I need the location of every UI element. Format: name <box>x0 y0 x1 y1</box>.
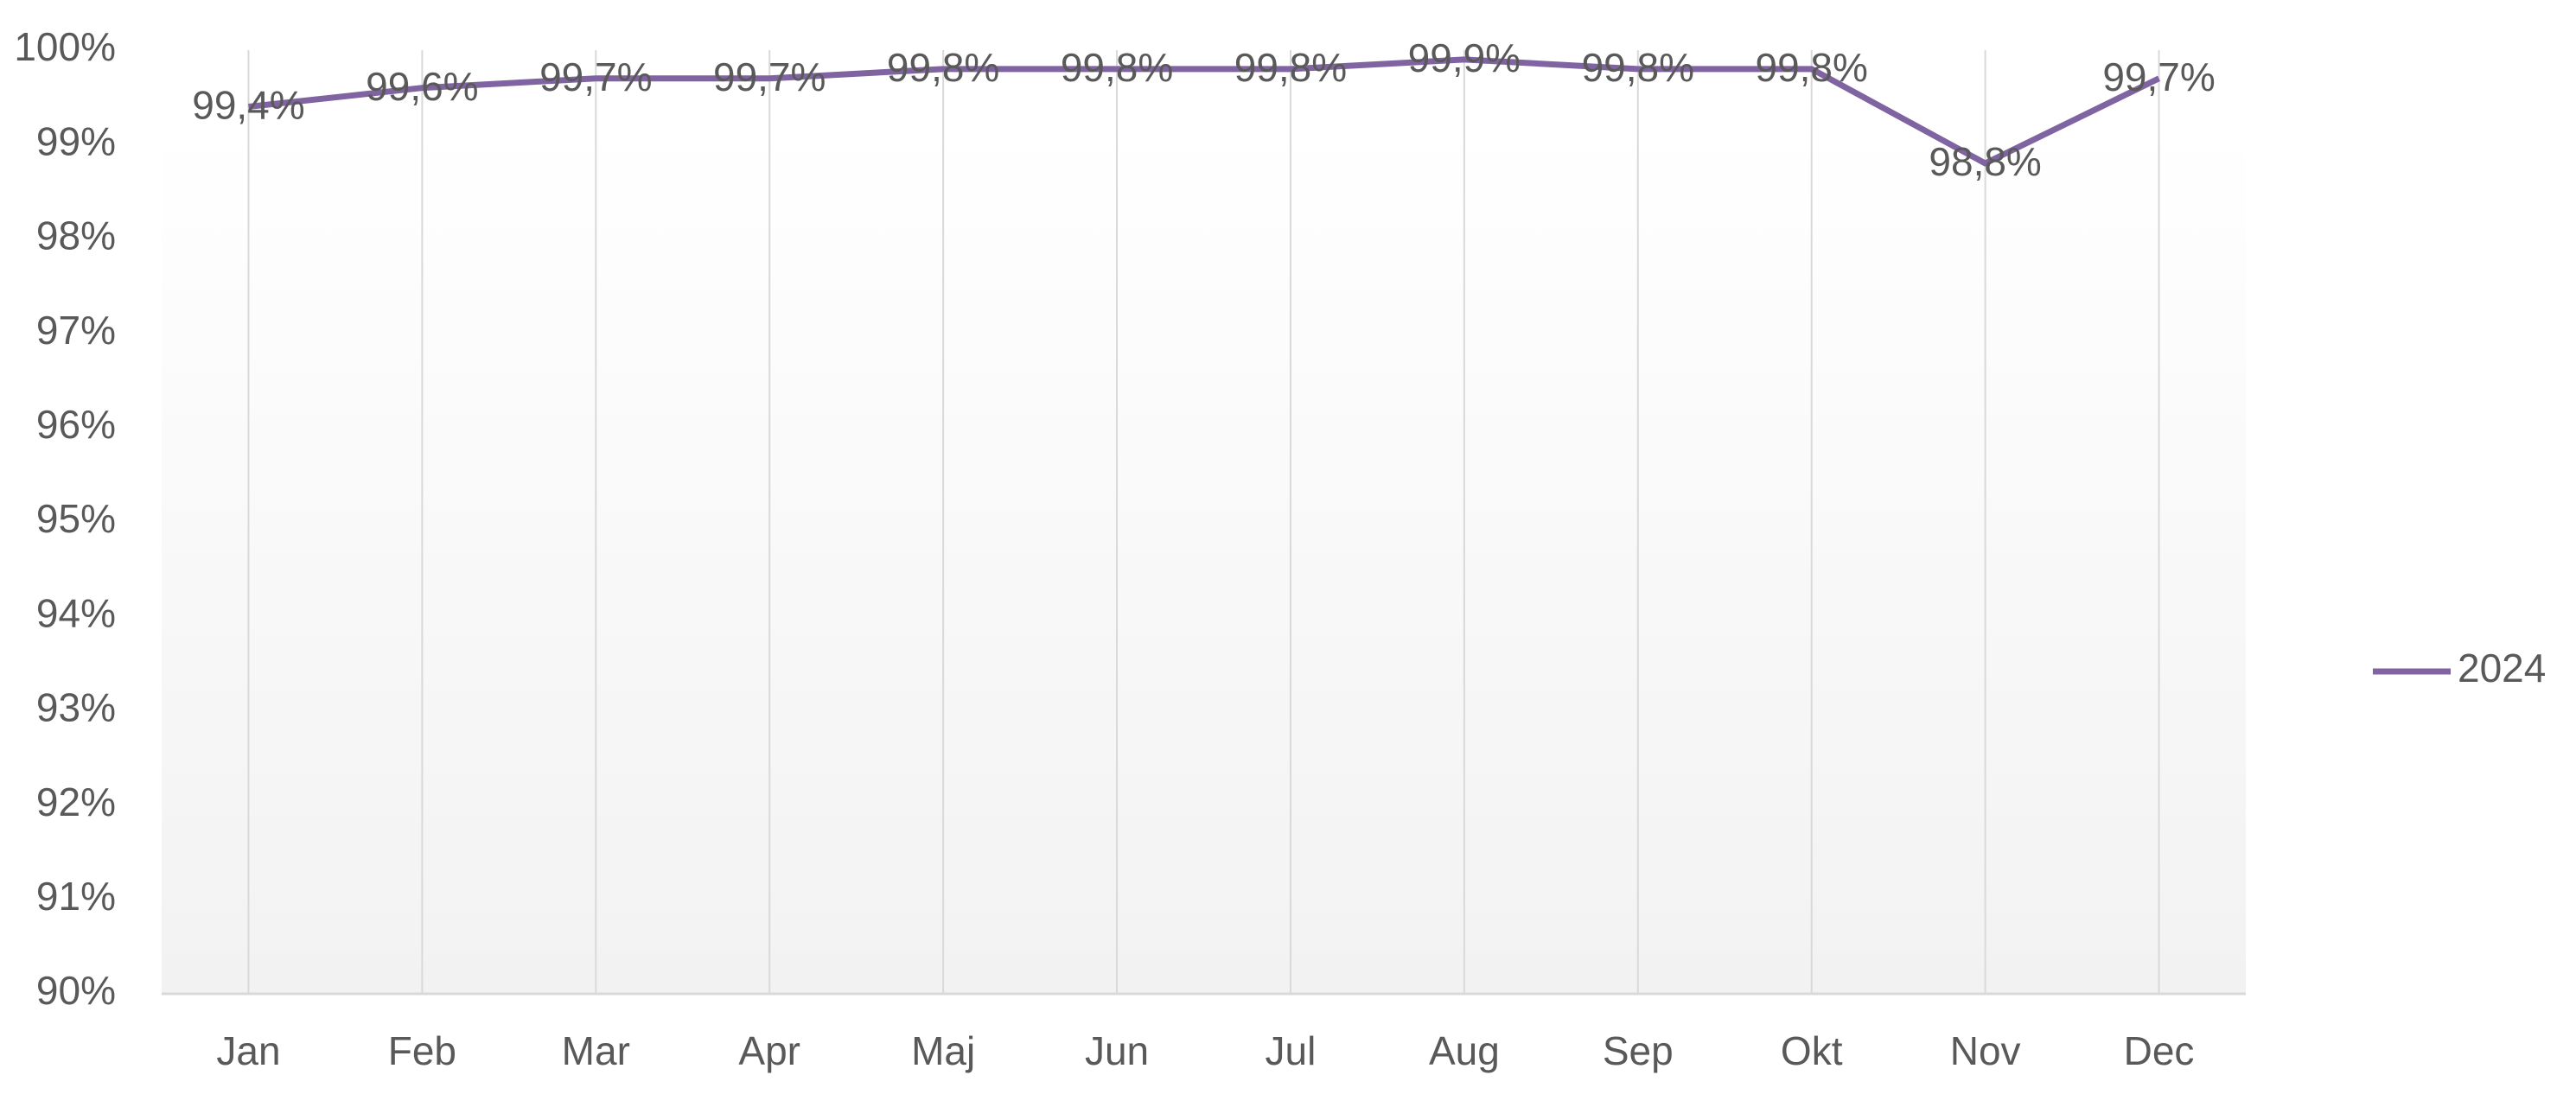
data-label: 99,8% <box>1582 45 1694 90</box>
y-tick-label: 98% <box>36 213 116 258</box>
data-label: 98,8% <box>1929 139 2041 184</box>
data-label: 99,6% <box>366 64 478 109</box>
y-tick-label: 91% <box>36 874 116 919</box>
y-tick-label: 96% <box>36 402 116 447</box>
data-label: 99,4% <box>192 83 304 128</box>
x-tick-label: Jan <box>216 1028 280 1073</box>
y-tick-label: 90% <box>36 968 116 1013</box>
y-tick-label: 94% <box>36 590 116 635</box>
x-tick-label: Jun <box>1085 1028 1149 1073</box>
data-label: 99,7% <box>2102 54 2215 99</box>
data-label: 99,7% <box>713 54 826 99</box>
x-tick-label: Nov <box>1950 1028 2021 1073</box>
x-tick-label: Okt <box>1781 1028 1843 1073</box>
data-label: 99,7% <box>539 54 652 99</box>
plot-area <box>162 50 2246 994</box>
y-tick-label: 92% <box>36 779 116 824</box>
data-label: 99,8% <box>1061 45 1173 90</box>
x-tick-label: Sep <box>1603 1028 1674 1073</box>
y-tick-label: 99% <box>36 118 116 163</box>
x-tick-label: Feb <box>388 1028 456 1073</box>
x-tick-label: Jul <box>1266 1028 1317 1073</box>
data-label: 99,8% <box>1755 45 1867 90</box>
data-line <box>248 56 2161 167</box>
data-label: 99,9% <box>1408 35 1521 80</box>
x-tick-label: Aug <box>1429 1028 1500 1073</box>
y-tick-label: 100% <box>14 24 116 69</box>
x-tick-label: Mar <box>562 1028 630 1073</box>
data-label: 99,8% <box>1234 45 1347 90</box>
y-tick-label: 93% <box>36 685 116 730</box>
x-tick-label: Maj <box>911 1028 975 1073</box>
x-tick-label: Apr <box>738 1028 800 1073</box>
y-tick-label: 95% <box>36 496 116 541</box>
legend-label: 2024 <box>2458 646 2546 690</box>
x-tick-label: Dec <box>2124 1028 2195 1073</box>
data-label: 99,8% <box>887 45 999 90</box>
y-tick-label: 97% <box>36 308 116 353</box>
